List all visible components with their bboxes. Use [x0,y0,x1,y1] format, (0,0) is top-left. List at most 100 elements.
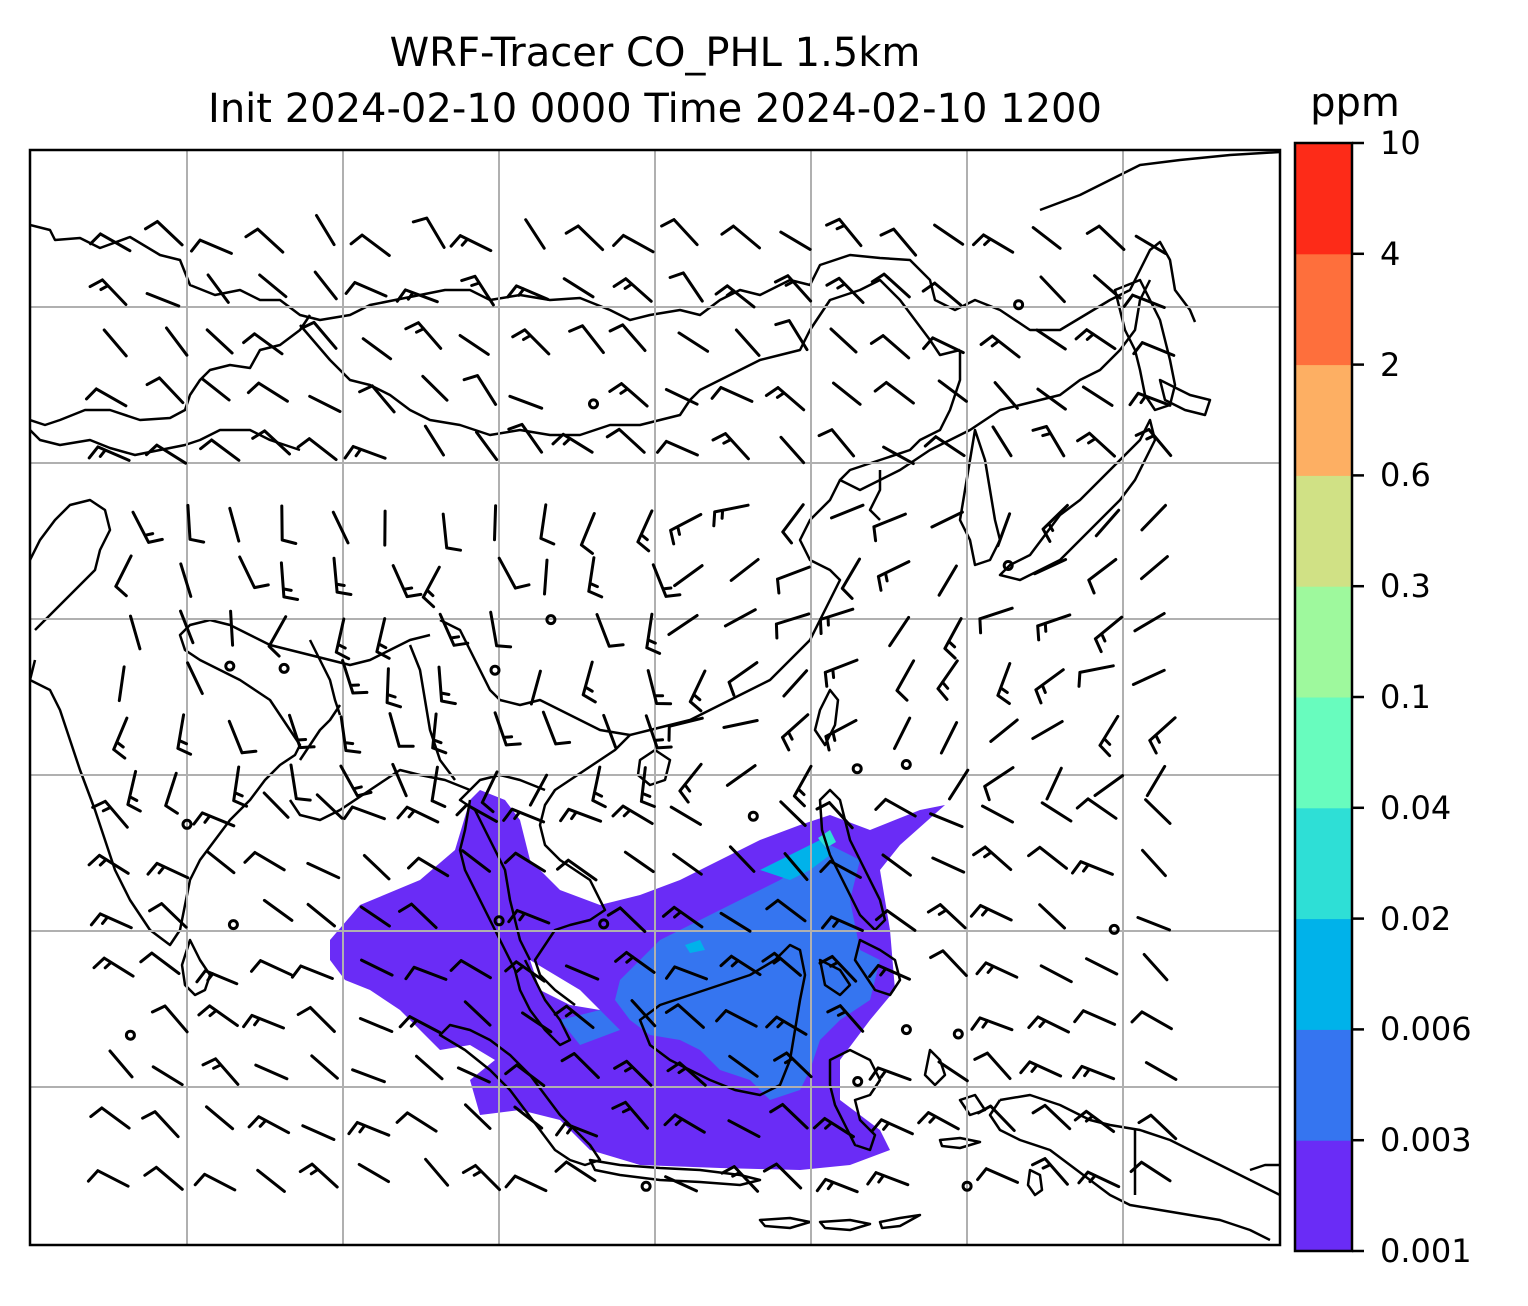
wind-barb [781,713,810,752]
wind-barb [1141,848,1167,878]
wind-barb [669,805,702,826]
wind-barb [1036,387,1067,411]
wind-barb [1144,1061,1178,1081]
wind-barb [613,1059,653,1087]
wind-barb [507,909,551,925]
wind-barb [623,850,655,874]
wind-barb [232,765,249,808]
wind-barb [1134,234,1167,255]
wind-barb [815,801,854,830]
calm-wind-marker [852,1076,864,1087]
wind-barb [456,1066,491,1084]
colorbar-tick-label: 0.3 [1380,567,1431,606]
wind-barb [1140,555,1169,581]
wind-barb [614,951,656,974]
wind-barb [1129,1160,1172,1183]
wind-barb [639,766,656,808]
wind-barb [673,564,704,588]
wind-barb [504,1174,548,1193]
wind-barb [227,719,258,755]
wind-barb [882,445,915,466]
tracer-plume [330,790,945,1170]
wind-barb [150,1004,189,1034]
wind-barb [404,321,443,350]
wind-barb [1134,428,1173,457]
wind-barb [242,1013,285,1030]
wind-barb [250,959,293,977]
wind-barb [937,379,968,403]
wind-barb [193,1172,237,1192]
wind-barb [143,1165,184,1191]
wind-barb [929,949,968,977]
wind-barb [824,718,858,752]
wind-barb [1031,1157,1069,1186]
wind-barb [1148,716,1177,755]
calm-wind-marker [181,818,193,830]
wind-barb [661,905,704,929]
wind-barb [148,902,188,929]
wind-barb [1045,766,1063,801]
calm-wind-marker [278,662,290,674]
wind-barb [1142,953,1169,982]
wind-barb [636,509,654,553]
colorbar-tick-label: 0.6 [1380,456,1431,495]
wind-barb [722,719,759,729]
wind-barb [879,227,918,257]
wind-barb [458,334,490,356]
map-frame [28,148,1282,1247]
wind-barb [665,965,708,981]
wind-barb [339,715,362,754]
wind-barb [508,394,544,410]
wind-barb [1035,328,1067,351]
calm-wind-marker [1013,299,1025,311]
wind-barb [344,281,388,298]
wind-barb [131,510,164,544]
wind-barb [715,1009,758,1028]
colorbar-segment [1295,475,1352,587]
wind-barb [1036,613,1072,642]
wind-barb [1027,1015,1070,1034]
wind-barb [449,959,492,980]
wind-barb [931,856,966,874]
wind-barb [503,851,546,873]
wind-barb [555,1122,599,1138]
wind-barb [815,1177,859,1194]
wind-barb [126,769,142,813]
wind-barb [711,432,750,461]
wind-barb [874,909,917,932]
wind-barb [493,504,498,542]
wind-barb [511,328,551,356]
wind-barb [825,276,865,304]
wind-barb [455,803,498,823]
wind-barb [587,556,604,599]
wind-barb [645,612,662,655]
wind-barb [497,556,531,590]
wind-barb [415,1054,444,1081]
wind-barb [1093,274,1122,300]
wind-barb [493,711,522,747]
wind-barb [929,812,964,829]
wind-barb [969,904,1013,922]
wind-barb [361,337,393,361]
wind-barb [664,388,699,406]
wind-barb [983,766,1015,802]
wind-barb [289,763,312,802]
colorbar-frame [1293,141,1354,1253]
wind-barb [1071,860,1114,876]
wind-barb [727,1119,761,1139]
wind-barb [360,958,394,977]
wind-barb [714,284,756,309]
wind-barb [644,714,673,750]
wind-barb [605,427,646,454]
colorbar-tick-label: 0.001 [1380,1232,1472,1270]
wind-barb [464,1103,492,1130]
colorbar-segment [1295,143,1352,255]
map-title-line-1: WRF-Tracer CO_PHL 1.5km [389,30,921,76]
wind-barb [1033,558,1068,576]
wind-barb [201,1057,240,1086]
wind-barb [779,800,807,827]
colorbar-tick-label: 4 [1380,234,1401,273]
colorbar-tick-label: 0.1 [1380,678,1431,716]
wind-barb [280,504,298,545]
wind-barb [779,435,806,465]
